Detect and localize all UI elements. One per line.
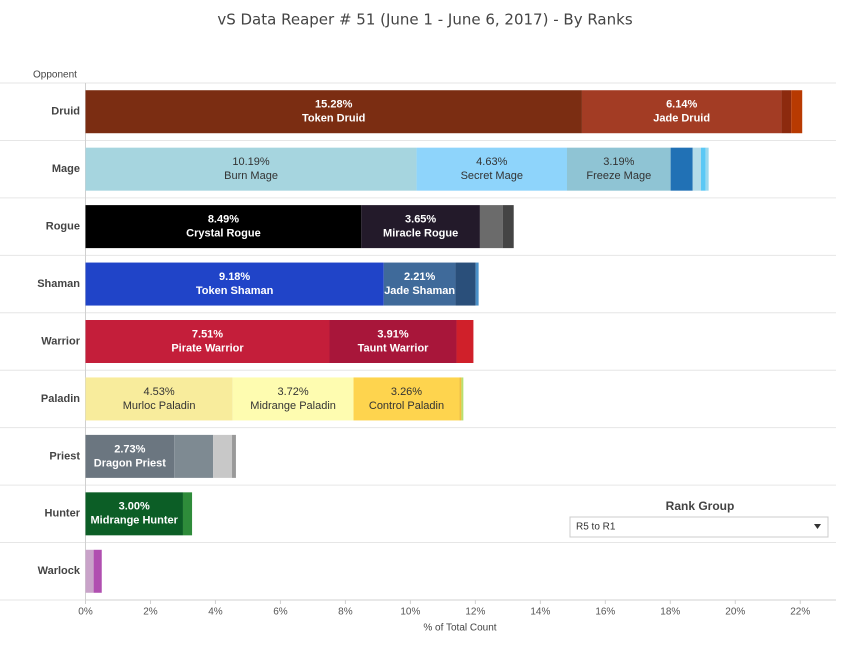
segment-value-label: 3.65% [405,214,436,226]
bar-segment [456,320,474,363]
x-tick-label: 12% [465,607,485,618]
bar-segment [383,262,456,306]
bar-segment [232,434,236,478]
segment-name-label: Dragon Priest [94,457,166,469]
x-tick-label: 20% [725,607,745,618]
segment-name-label: Jade Druid [653,113,710,125]
category-label: Mage [52,163,80,175]
segment-name-label: Token Druid [302,113,365,125]
segment-value-label: 15.28% [315,99,353,111]
bar-segment [455,262,476,306]
segment-value-label: 9.18% [219,271,250,283]
x-tick-label: 18% [660,607,680,618]
dropdown[interactable] [569,516,829,538]
x-tick-label: 22% [790,607,810,618]
bar-segment [416,147,567,191]
segment-name-label: Pirate Warrior [171,342,244,354]
bar-segment [566,147,671,191]
bar-segment [705,147,709,191]
bar-segment [85,549,94,593]
x-tick-label: 0% [78,607,93,618]
segment-value-label: 8.49% [208,214,239,226]
category-label: Shaman [37,278,80,290]
segment-value-label: 3.00% [119,501,150,513]
bar-segment [85,434,175,478]
category-label: Druid [51,106,80,118]
bar-segment [781,90,792,134]
category-label: Warlock [38,565,81,577]
x-tick-label: 16% [595,607,615,618]
segment-value-label: 4.53% [143,386,174,398]
bar-segment [459,377,462,421]
segment-name-label: Midrange Paladin [250,400,336,412]
segment-value-label: 10.19% [232,156,270,168]
bar-segment [700,147,706,191]
segment-name-label: Miracle Rogue [383,228,458,240]
chart-title: vS Data Reaper # 51 (June 1 - June 6, 20… [217,11,632,29]
x-axis-label: % of Total Count [423,623,496,634]
category-label: Paladin [41,393,80,405]
y-axis-label: Opponent [33,70,77,81]
segment-value-label: 3.91% [377,328,408,340]
segment-name-label: Token Shaman [196,285,274,297]
segment-name-label: Murloc Paladin [123,400,196,412]
bar-segment [361,205,480,249]
segment-value-label: 2.73% [114,443,145,455]
bar-segment [85,262,384,306]
bar-segment [85,90,582,134]
segment-name-label: Taunt Warrior [358,342,430,354]
x-tick-label: 6% [273,607,288,618]
bar-segment [461,377,464,421]
segment-value-label: 6.14% [666,99,697,111]
segment-value-label: 4.63% [476,156,507,168]
x-tick-label: 4% [208,607,223,618]
segment-name-label: Jade Shaman [384,285,455,297]
category-label: Rogue [46,221,80,233]
segment-name-label: Control Paladin [369,400,444,412]
segment-name-label: Burn Mage [224,170,278,182]
x-tick-label: 2% [143,607,158,618]
bar-segment [353,377,460,421]
bar-segment [85,147,417,191]
category-label: Hunter [45,508,81,520]
dropdown-value[interactable]: R5 to R1 [576,522,616,533]
segment-value-label: 3.72% [278,386,309,398]
bar-segment [581,90,782,134]
segment-value-label: 7.51% [192,328,223,340]
filter-title: Rank Group [666,499,735,513]
x-tick-label: 10% [400,607,420,618]
segment-name-label: Crystal Rogue [186,228,261,240]
bar-segment [329,320,457,363]
bar-segment [182,492,193,536]
category-label: Priest [49,450,80,462]
bar-segment [670,147,693,191]
x-tick-label: 8% [338,607,353,618]
segment-name-label: Secret Mage [461,170,523,182]
bar-segment [174,434,214,478]
bar-segment [692,147,701,191]
bar-segment [85,205,362,249]
bar-segment [85,492,183,536]
segment-value-label: 3.26% [391,386,422,398]
bar-segment [502,205,514,249]
x-tick-label: 14% [530,607,550,618]
dropdown-arrow[interactable] [814,524,821,529]
segment-value-label: 2.21% [404,271,435,283]
bar-segment [85,320,330,363]
segment-value-label: 3.19% [603,156,634,168]
segment-name-label: Midrange Hunter [91,515,179,527]
category-label: Warrior [41,335,80,347]
bar-segment [479,205,503,249]
segment-name-label: Freeze Mage [586,170,651,182]
bar-segment [791,90,803,134]
bar-segment [232,377,354,421]
bar-segment [213,434,233,478]
bar-segment [85,377,233,421]
bar-segment [93,549,102,593]
bar-segment [475,262,479,306]
